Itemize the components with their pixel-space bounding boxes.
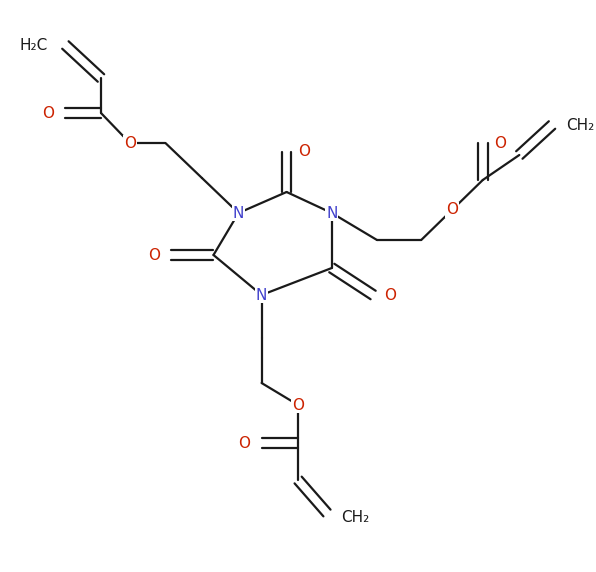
Text: O: O [42, 105, 54, 121]
Text: O: O [238, 435, 250, 451]
Text: CH₂: CH₂ [342, 510, 370, 526]
Text: N: N [326, 205, 337, 220]
Text: O: O [124, 136, 136, 150]
Text: CH₂: CH₂ [566, 117, 595, 133]
Text: O: O [446, 202, 458, 217]
Text: O: O [384, 288, 396, 303]
Text: N: N [233, 205, 244, 220]
Text: N: N [256, 288, 267, 303]
Text: O: O [292, 398, 304, 412]
Text: O: O [148, 248, 160, 263]
Text: H₂C: H₂C [20, 38, 48, 53]
Text: O: O [298, 145, 310, 160]
Text: O: O [494, 136, 506, 150]
